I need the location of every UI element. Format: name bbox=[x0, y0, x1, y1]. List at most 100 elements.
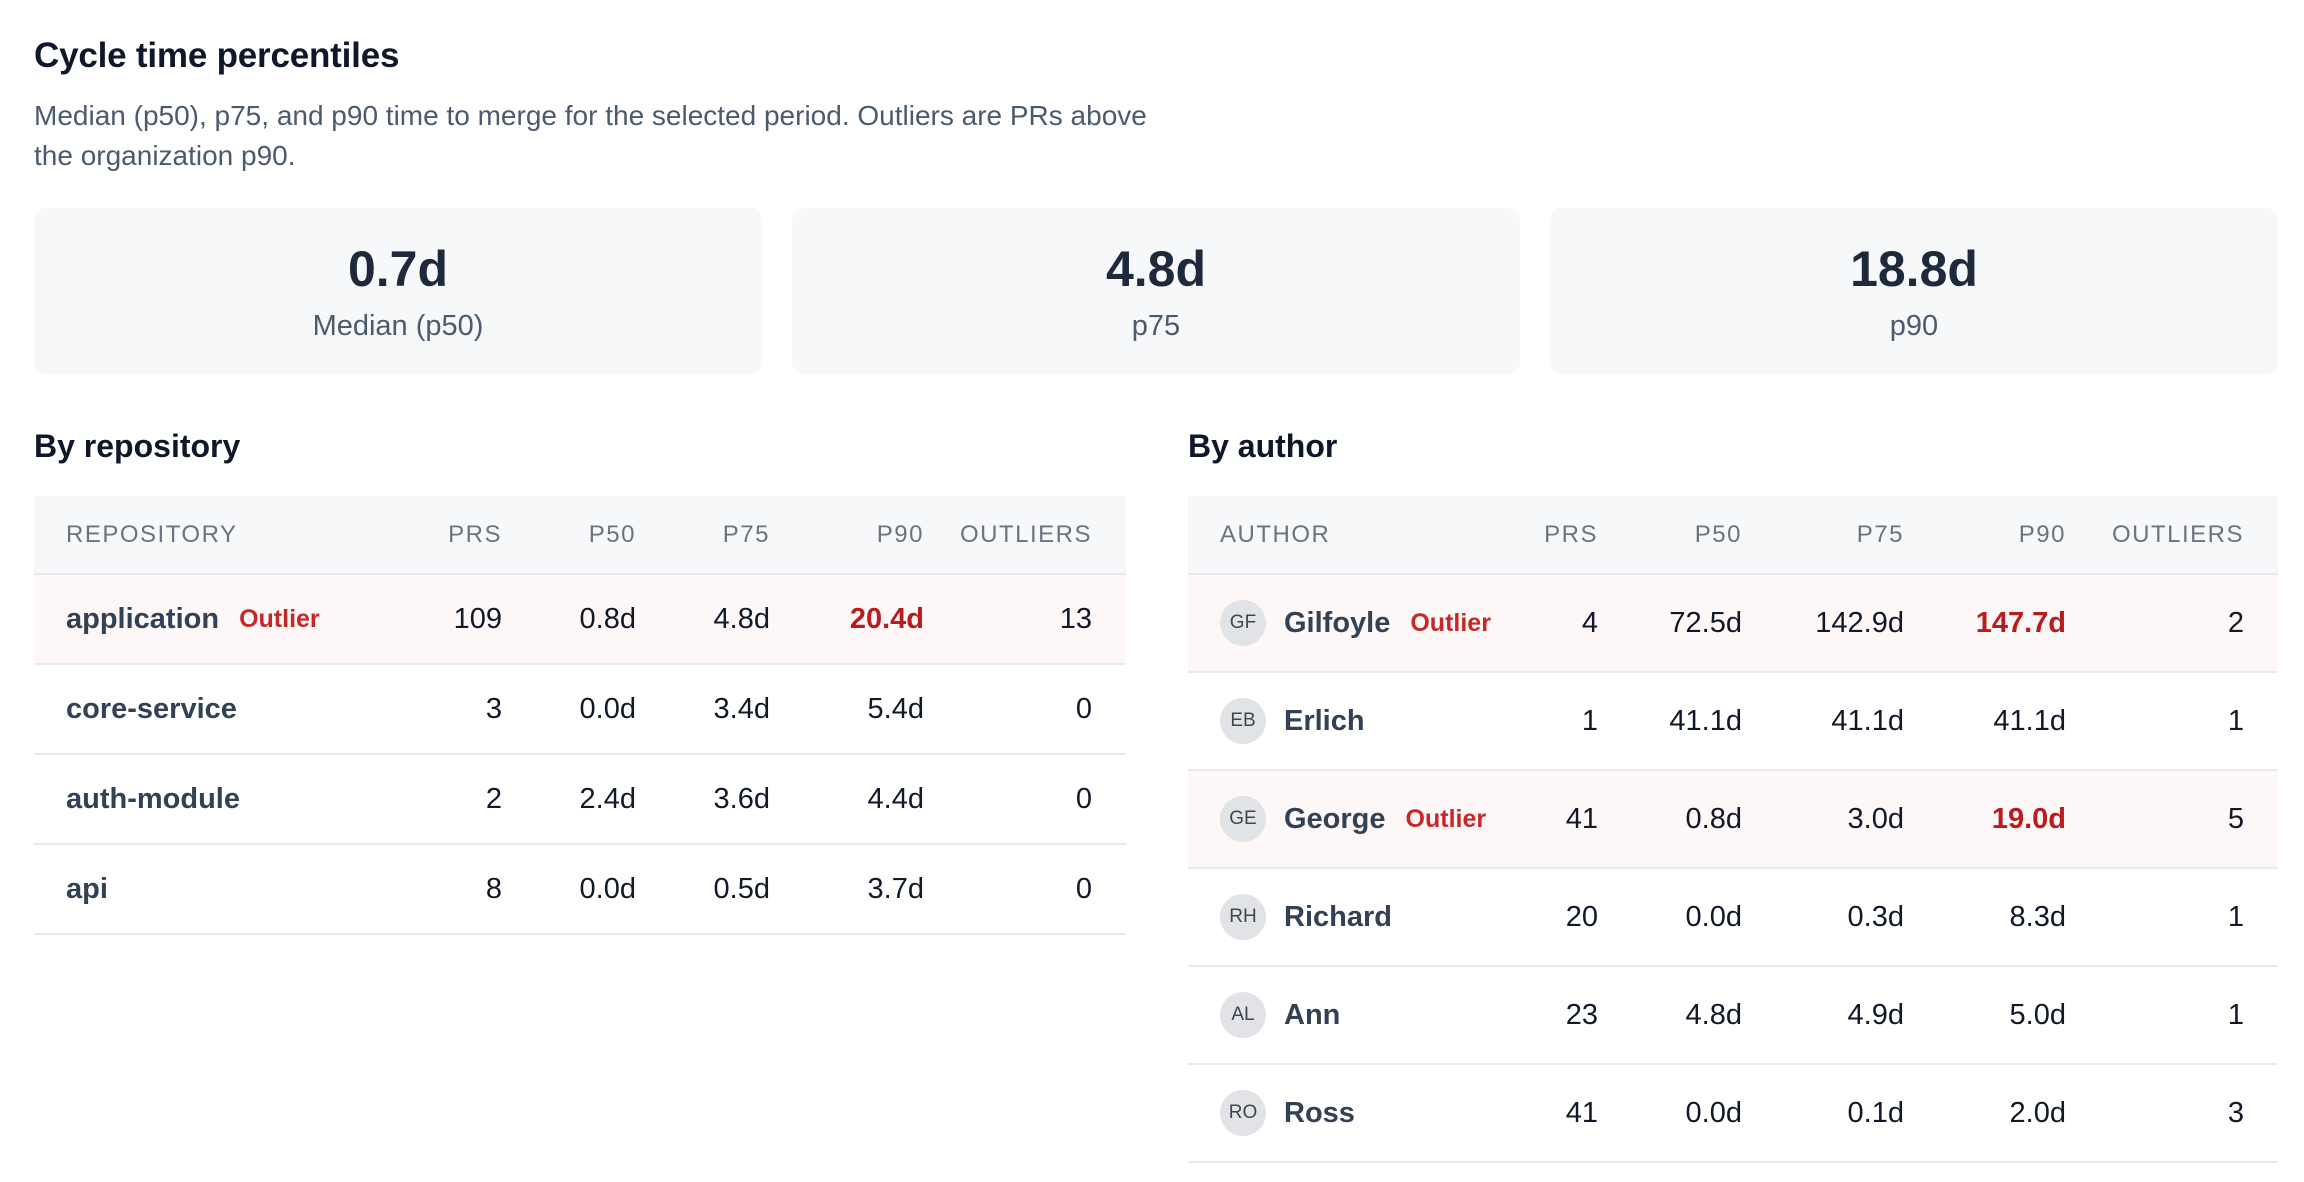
stat-card-p90: 18.8d p90 bbox=[1550, 208, 2278, 374]
p75-cell: 3.4d bbox=[636, 664, 770, 755]
name-cell-content: AL Ann bbox=[1220, 992, 1512, 1038]
stat-card-p50: 0.7d Median (p50) bbox=[34, 208, 762, 374]
p90-cell: 8.3d bbox=[1904, 868, 2066, 967]
name-cell: GF Gilfoyle Outlier bbox=[1188, 574, 1512, 673]
p50-cell: 41.1d bbox=[1598, 672, 1742, 771]
p50-cell: 2.4d bbox=[502, 754, 636, 845]
table-row[interactable]: AL Ann 23 4.8d 4.9d 5.0d 1 bbox=[1188, 966, 2278, 1065]
column-header-prs[interactable]: PRs bbox=[1512, 496, 1598, 575]
name-cell-content: RO Ross bbox=[1220, 1090, 1512, 1136]
p75-cell: 4.8d bbox=[636, 574, 770, 665]
p90-cell: 5.4d bbox=[770, 664, 924, 755]
p50-cell: 0.8d bbox=[502, 574, 636, 665]
avatar: RH bbox=[1220, 894, 1266, 940]
stat-label: Median (p50) bbox=[312, 310, 484, 342]
prs-cell: 1 bbox=[1512, 672, 1598, 771]
name-cell: application Outlier bbox=[34, 574, 378, 665]
name-cell: EB Erlich bbox=[1188, 672, 1512, 771]
table-row[interactable]: application Outlier 109 0.8d 4.8d 20.4d 13 bbox=[34, 574, 1126, 665]
p90-cell: 19.0d bbox=[1904, 770, 2066, 869]
table-row[interactable]: api 8 0.0d 0.5d 3.7d 0 bbox=[34, 844, 1126, 935]
outliers-cell: 0 bbox=[924, 844, 1126, 935]
p75-cell: 3.6d bbox=[636, 754, 770, 845]
name-cell-content: GF Gilfoyle Outlier bbox=[1220, 600, 1512, 646]
name-cell-content: EB Erlich bbox=[1220, 698, 1512, 744]
repository-table: Repository PRs P50 P75 P90 Outliers appl… bbox=[34, 496, 1126, 935]
table-row[interactable]: RO Ross 41 0.0d 0.1d 2.0d 3 bbox=[1188, 1064, 2278, 1163]
author-name[interactable]: Ross bbox=[1284, 1096, 1355, 1129]
name-cell-content: auth-module bbox=[66, 783, 378, 816]
table-row[interactable]: RH Richard 20 0.0d 0.3d 8.3d 1 bbox=[1188, 868, 2278, 967]
column-header-prs[interactable]: PRs bbox=[378, 496, 502, 575]
author-name[interactable]: Gilfoyle bbox=[1284, 606, 1391, 639]
prs-cell: 23 bbox=[1512, 966, 1598, 1065]
outlier-badge: Outlier bbox=[1410, 608, 1491, 637]
column-header-outliers[interactable]: Outliers bbox=[2066, 496, 2278, 575]
avatar: GF bbox=[1220, 600, 1266, 646]
author-name[interactable]: Ann bbox=[1284, 998, 1341, 1031]
p50-cell: 0.0d bbox=[1598, 1064, 1742, 1163]
p75-cell: 0.3d bbox=[1742, 868, 1904, 967]
p75-cell: 3.0d bbox=[1742, 770, 1904, 869]
column-header-repository[interactable]: Repository bbox=[34, 496, 378, 575]
column-header-outliers[interactable]: Outliers bbox=[924, 496, 1126, 575]
stat-value: 18.8d bbox=[1850, 241, 1978, 297]
table-row[interactable]: EB Erlich 1 41.1d 41.1d 41.1d 1 bbox=[1188, 672, 2278, 771]
name-cell-content: RH Richard bbox=[1220, 894, 1512, 940]
name-cell: api bbox=[34, 844, 378, 935]
p50-cell: 0.0d bbox=[502, 844, 636, 935]
stat-label: p75 bbox=[1131, 310, 1181, 342]
author-name[interactable]: Richard bbox=[1284, 900, 1392, 933]
table-row[interactable]: core-service 3 0.0d 3.4d 5.4d 0 bbox=[34, 664, 1126, 755]
outliers-cell: 13 bbox=[924, 574, 1126, 665]
prs-cell: 41 bbox=[1512, 1064, 1598, 1163]
table-row[interactable]: GE George Outlier 41 0.8d 3.0d 19.0d 5 bbox=[1188, 770, 2278, 869]
outlier-badge: Outlier bbox=[1405, 804, 1487, 833]
name-cell: RO Ross bbox=[1188, 1064, 1512, 1163]
outliers-cell: 5 bbox=[2066, 770, 2278, 869]
table-header-row: Repository PRs P50 P75 P90 Outliers bbox=[34, 496, 1126, 575]
table-row[interactable]: GF Gilfoyle Outlier 4 72.5d 142.9d 147.7d 2 bbox=[1188, 574, 2278, 673]
column-header-p75[interactable]: P75 bbox=[636, 496, 770, 575]
avatar: GE bbox=[1220, 796, 1266, 842]
table-row[interactable]: auth-module 2 2.4d 3.6d 4.4d 0 bbox=[34, 754, 1126, 845]
p75-cell: 41.1d bbox=[1742, 672, 1904, 771]
column-header-p75[interactable]: P75 bbox=[1742, 496, 1904, 575]
column-header-p50[interactable]: P50 bbox=[502, 496, 636, 575]
name-cell-content: application Outlier bbox=[66, 603, 378, 636]
prs-cell: 20 bbox=[1512, 868, 1598, 967]
author-name[interactable]: George bbox=[1284, 802, 1386, 835]
prs-cell: 41 bbox=[1512, 770, 1598, 869]
column-header-p50[interactable]: P50 bbox=[1598, 496, 1742, 575]
author-name[interactable]: Erlich bbox=[1284, 704, 1365, 737]
p90-cell: 41.1d bbox=[1904, 672, 2066, 771]
table-header-row: Author PRs P50 P75 P90 Outliers bbox=[1188, 496, 2278, 575]
p90-cell: 5.0d bbox=[1904, 966, 2066, 1065]
name-cell: GE George Outlier bbox=[1188, 770, 1512, 869]
p75-cell: 0.1d bbox=[1742, 1064, 1904, 1163]
page-subtitle: Median (p50), p75, and p90 time to merge… bbox=[34, 100, 1147, 171]
by-repository-heading: By repository bbox=[34, 428, 241, 464]
avatar: EB bbox=[1220, 698, 1266, 744]
name-cell: auth-module bbox=[34, 754, 378, 845]
outliers-cell: 3 bbox=[2066, 1064, 2278, 1163]
repository-name[interactable]: auth-module bbox=[66, 782, 240, 815]
column-header-p90[interactable]: P90 bbox=[1904, 496, 2066, 575]
percentile-cards: 0.7d Median (p50) 4.8d p75 18.8d p90 bbox=[34, 208, 2278, 374]
p90-cell: 147.7d bbox=[1904, 574, 2066, 673]
prs-cell: 2 bbox=[378, 754, 502, 845]
column-header-author[interactable]: Author bbox=[1188, 496, 1512, 575]
repository-name[interactable]: api bbox=[66, 872, 108, 905]
name-cell-content: GE George Outlier bbox=[1220, 796, 1512, 842]
column-header-p90[interactable]: P90 bbox=[770, 496, 924, 575]
outliers-cell: 0 bbox=[924, 754, 1126, 845]
p50-cell: 0.0d bbox=[1598, 868, 1742, 967]
p50-cell: 4.8d bbox=[1598, 966, 1742, 1065]
repository-name[interactable]: application bbox=[66, 602, 220, 635]
avatar: RO bbox=[1220, 1090, 1266, 1136]
repository-name[interactable]: core-service bbox=[66, 692, 237, 725]
p90-cell: 20.4d bbox=[770, 574, 924, 665]
stat-card-p75: 4.8d p75 bbox=[792, 208, 1520, 374]
p50-cell: 0.0d bbox=[502, 664, 636, 755]
prs-cell: 8 bbox=[378, 844, 502, 935]
